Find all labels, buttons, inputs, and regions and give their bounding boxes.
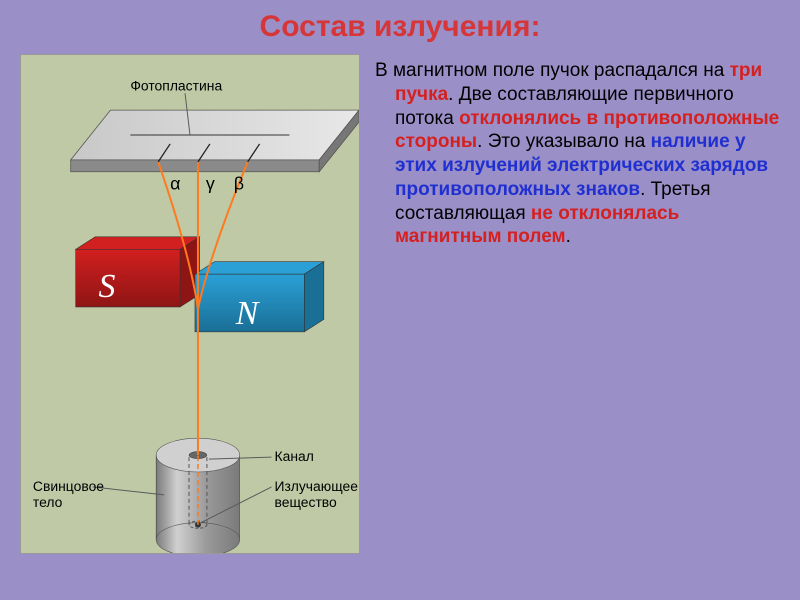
svg-text:Фотопластина: Фотопластина: [130, 77, 222, 93]
svg-text:тело: тело: [33, 494, 63, 510]
text: .: [566, 226, 571, 247]
radiation-diagram: Фотопластина α γβ Канал Излучающеевещество Св…: [21, 55, 359, 553]
svg-text:β: β: [234, 174, 244, 194]
svg-text:Свинцовое: Свинцовое: [33, 478, 104, 494]
slide: Состав излучения: Фотопластина α γβ Канал Из…: [0, 0, 800, 600]
content-row: Фотопластина α γβ Канал Излучающеевещество Св…: [20, 54, 780, 554]
diagram-panel: Фотопластина α γβ Канал Излучающеевещество Св…: [20, 54, 360, 554]
svg-text:S: S: [99, 268, 116, 305]
svg-text:α: α: [170, 174, 180, 194]
description-text: В магнитном поле пучок распадался на три…: [375, 54, 780, 554]
svg-text:Канал: Канал: [275, 448, 314, 464]
svg-text:γ: γ: [206, 174, 215, 194]
svg-text:Излучающее: Излучающее: [275, 478, 359, 494]
text: В магнитном поле пучок распадался на: [375, 60, 730, 81]
text: составляющая: [395, 203, 531, 224]
svg-text:N: N: [235, 295, 261, 332]
svg-text:вещество: вещество: [275, 494, 338, 510]
slide-title: Состав излучения:: [20, 10, 780, 44]
text: . Это указывало на: [477, 131, 650, 152]
paragraph: В магнитном поле пучок распадался на три…: [395, 59, 780, 249]
text: . Третья: [640, 179, 711, 200]
